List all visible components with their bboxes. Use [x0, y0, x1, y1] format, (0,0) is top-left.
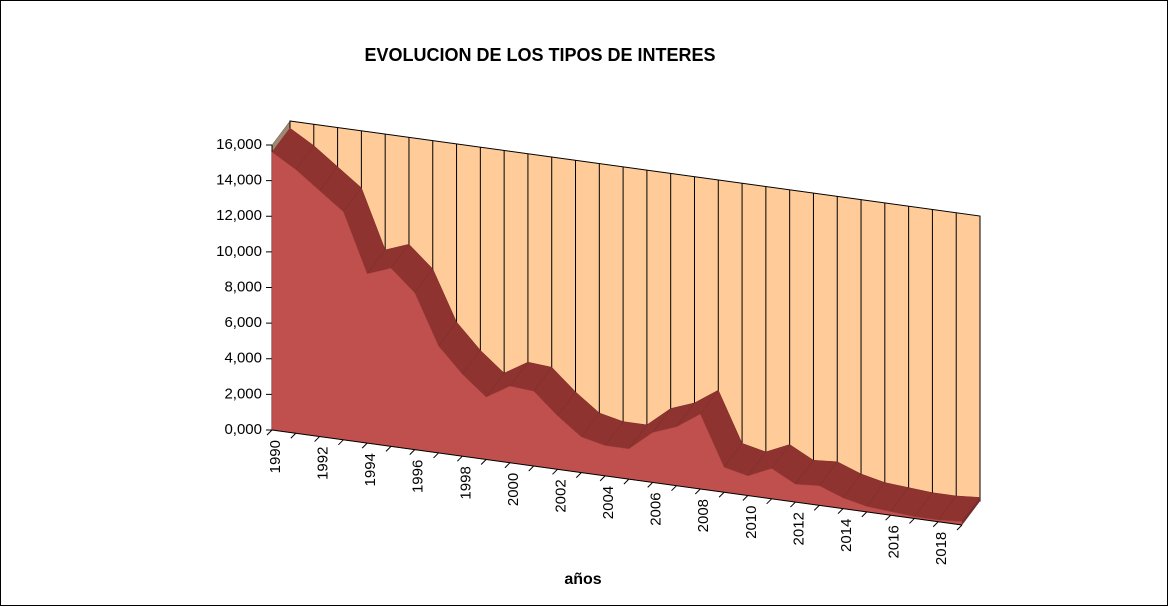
chart-title: EVOLUCION DE LOS TIPOS DE INTERES	[364, 45, 715, 65]
x-tick-label: 2012	[790, 512, 807, 545]
x-tick	[480, 459, 487, 465]
area	[271, 151, 963, 526]
x-tick	[385, 446, 392, 452]
x-tick	[718, 491, 725, 498]
x-tick-label: 1992	[315, 447, 332, 480]
x-axis-title: años	[564, 571, 601, 588]
x-tick	[932, 521, 939, 528]
y-tick-label: 12,000	[216, 207, 262, 224]
x-tick-label: 2000	[505, 473, 522, 506]
x-tick	[552, 468, 558, 475]
x-tick-label: 1994	[362, 453, 379, 486]
x-tick	[885, 514, 891, 521]
x-tick	[599, 475, 606, 482]
y-tick-label: 2,000	[224, 385, 262, 402]
x-tick	[338, 439, 344, 446]
x-tick	[290, 432, 297, 439]
x-tick-label: 2004	[600, 486, 617, 519]
x-tick	[361, 442, 368, 449]
x-tick-label: 2018	[933, 532, 950, 565]
y-tick-label: 8,000	[224, 278, 262, 295]
x-tick	[694, 488, 701, 495]
x-tick-label: 2010	[743, 506, 760, 539]
x-tick-label: 2014	[838, 519, 855, 552]
x-tick	[409, 449, 416, 456]
x-tick	[266, 429, 273, 436]
x-tick	[790, 501, 796, 508]
x-tick	[766, 498, 773, 505]
x-tick-label: 1998	[457, 466, 474, 499]
x-tick	[314, 436, 320, 442]
x-tick-label: 2006	[648, 492, 665, 525]
x-tick	[528, 465, 535, 472]
x-tick-label: 2016	[886, 525, 903, 558]
y-tick-label: 14,000	[216, 172, 262, 189]
x-tick	[623, 478, 630, 485]
x-tick	[861, 511, 868, 518]
area-side	[962, 497, 980, 525]
x-tick	[837, 508, 844, 514]
x-tick-label: 2008	[695, 499, 712, 532]
x-tick	[504, 462, 511, 469]
x-tick	[742, 495, 749, 501]
y-tick-label: 6,000	[224, 314, 262, 331]
x-tick	[433, 452, 439, 459]
y-tick-label: 10,000	[216, 243, 262, 260]
y-tick-label: 0,000	[224, 421, 262, 438]
x-tick-label: 2002	[552, 479, 569, 512]
x-tick	[909, 518, 915, 524]
x-tick	[671, 485, 677, 492]
y-tick-label: 16,000	[216, 136, 262, 153]
x-tick	[813, 504, 820, 511]
y-tick-label: 4,000	[224, 350, 262, 367]
x-tick-label: 1996	[410, 460, 427, 493]
x-tick	[956, 524, 963, 531]
x-axis	[271, 429, 963, 526]
x-tick	[647, 482, 654, 488]
x-tick	[456, 455, 463, 462]
x-tick-label: 1990	[267, 440, 284, 473]
x-tick	[575, 472, 582, 478]
